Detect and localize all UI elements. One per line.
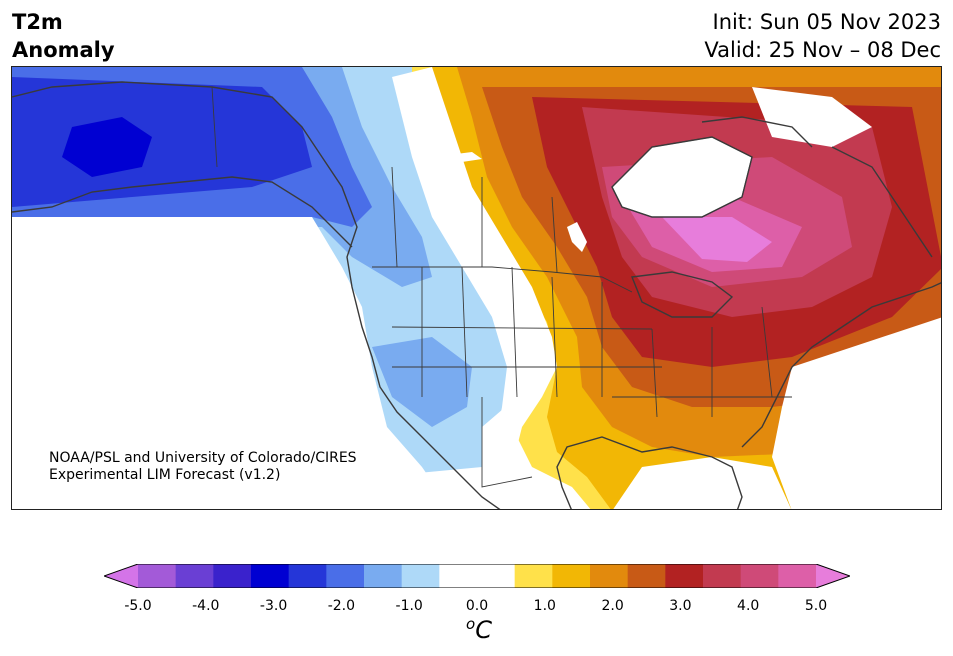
colorbar-segment — [665, 564, 704, 588]
pacific-ocean — [12, 217, 451, 509]
colorbar-tick-label: -5.0 — [124, 598, 152, 614]
colorbar-segment — [213, 564, 252, 588]
cold-band-4 — [12, 77, 312, 207]
colorbar-segment — [401, 564, 440, 588]
colorbar-segment — [251, 564, 290, 588]
colorbar-segment — [477, 564, 516, 588]
colorbar-segment — [326, 564, 365, 588]
date-info: Init: Sun 05 Nov 2023 Valid: 25 Nov – 08… — [704, 8, 941, 64]
great-slave-lake — [432, 152, 482, 165]
cold-core — [62, 117, 152, 177]
coastlines — [12, 81, 941, 509]
colorbar-svg — [102, 563, 852, 589]
colorbar-segment — [740, 564, 779, 588]
colorbar-tick-label: 0.0 — [465, 598, 489, 614]
anomaly-map — [11, 66, 942, 510]
map-canvas — [12, 67, 941, 509]
colorbar-tick-label: -2.0 — [327, 598, 356, 614]
borders — [211, 86, 792, 488]
colorbar-tick-label: 5.0 — [804, 598, 828, 614]
variable-label: T2m — [12, 10, 63, 34]
colorbar-segment — [778, 564, 817, 588]
colorbar-tick-label: -4.0 — [192, 598, 220, 614]
credit-line-2: Experimental LIM Forecast (v1.2) — [49, 467, 281, 483]
lake-winnipeg — [567, 222, 587, 252]
colorbar-tick-label: 4.0 — [737, 598, 760, 614]
colorbar-segment — [288, 564, 327, 588]
unit-label: oC — [466, 615, 492, 644]
colorbar-segment — [627, 564, 666, 588]
arctic-white — [752, 87, 872, 147]
unit-base: C — [475, 616, 492, 644]
colorbar — [102, 563, 852, 589]
unit-super: o — [466, 615, 476, 633]
colorbar-segment — [552, 564, 591, 588]
colorbar-tick-label: 3.0 — [669, 598, 692, 614]
colorbar-extension-low — [104, 564, 138, 588]
credit-line-1: NOAA/PSL and University of Colorado/CIRE… — [49, 450, 357, 466]
map-title: T2m Anomaly — [12, 8, 115, 64]
colorbar-segment — [175, 564, 214, 588]
colorbar-extension-high — [816, 564, 850, 588]
colorbar-segment — [364, 564, 403, 588]
colorbar-segment — [590, 564, 629, 588]
init-date: Init: Sun 05 Nov 2023 — [712, 10, 941, 34]
neutral-strip — [392, 67, 557, 509]
warm-band-9 — [662, 217, 772, 262]
colorbar-segment — [703, 564, 742, 588]
valid-range: Valid: 25 Nov – 08 Dec — [704, 38, 941, 62]
credit-text: NOAA/PSL and University of Colorado/CIRE… — [49, 450, 357, 484]
colorbar-tick-label: 1.0 — [533, 598, 556, 614]
colorbar-tick-label: -1.0 — [395, 598, 423, 614]
colorbar-segment — [138, 564, 177, 588]
colorbar-segment — [514, 564, 553, 588]
gulf-of-mexico — [613, 457, 792, 509]
colorbar-tick-label: 2.0 — [601, 598, 624, 614]
colorbar-tick-label: -3.0 — [259, 598, 288, 614]
anomaly-label: Anomaly — [12, 38, 115, 62]
atlantic-ocean — [772, 317, 941, 509]
colorbar-segment — [439, 564, 478, 588]
